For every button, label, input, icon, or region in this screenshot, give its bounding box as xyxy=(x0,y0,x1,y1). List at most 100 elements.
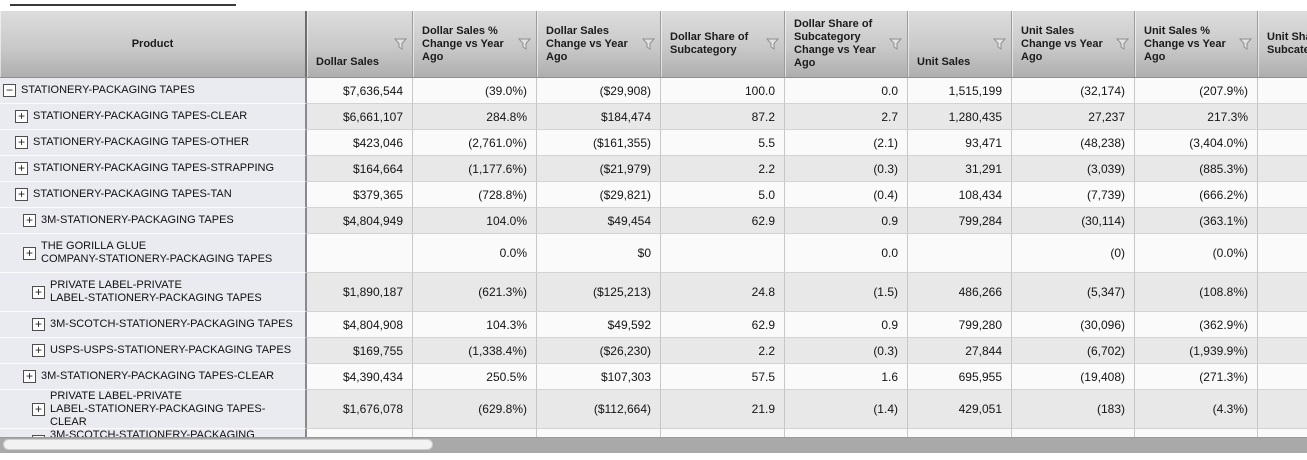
grid-cell-dollar-sales-pct-change: (39.0%) xyxy=(413,78,537,104)
grid-cell-dollar-share-change: (1.4) xyxy=(785,390,908,429)
grid-cell-dollar-sales: $423,046 xyxy=(307,130,413,156)
column-header-product[interactable]: Product xyxy=(0,11,307,77)
grid-cell-dollar-sales-pct-change: 250.6% xyxy=(413,429,537,438)
grid-cell-unit-sales: 27,844 xyxy=(908,338,1012,364)
column-header-dollar-sales[interactable]: Dollar Sales xyxy=(307,11,413,77)
grid-cell-unit-sales-pct-change: (666.2%) xyxy=(1135,182,1258,208)
grid-cell-unit-sales: 429,051 xyxy=(908,390,1012,429)
grid-cell-unit-share-of-subcategory xyxy=(1258,364,1307,390)
column-header-unit-share-of-subcategory[interactable]: Unit Share of Subcategory xyxy=(1258,11,1307,77)
filter-icon[interactable] xyxy=(1116,38,1129,50)
product-cell: + USPS-USPS-STATIONERY-PACKAGING TAPES xyxy=(0,338,307,364)
grid-cell-dollar-sales-change: $49,592 xyxy=(537,312,661,338)
horizontal-scrollbar-thumb[interactable] xyxy=(3,439,433,450)
grid-cell-dollar-sales-change: ($29,821) xyxy=(537,182,661,208)
grid-body: − STATIONERY-PACKAGING TAPES $7,636,544 (39… xyxy=(0,78,1307,438)
grid-cell-dollar-share-of-subcategory: 57.5 xyxy=(661,364,785,390)
column-header-dollar-sales-change[interactable]: Dollar Sales Change vs Year Ago xyxy=(537,11,661,77)
grid-cell-dollar-sales-pct-change: 284.8% xyxy=(413,104,537,130)
column-header-label: Product xyxy=(131,37,174,50)
collapse-toggle-icon[interactable]: − xyxy=(3,84,16,97)
table-row: +3M-SCOTCH-STATIONERY-PACKAGING TAPES-CL… xyxy=(0,429,1307,438)
grid-cell-dollar-share-of-subcategory: 87.2 xyxy=(661,104,785,130)
expand-toggle-icon[interactable]: + xyxy=(23,246,36,260)
grid-cell-dollar-sales-pct-change: (1,338.4%) xyxy=(413,338,537,364)
expand-toggle-icon[interactable]: + xyxy=(23,214,36,227)
grid-cell-dollar-sales-pct-change: 250.5% xyxy=(413,364,537,390)
grid-cell-unit-sales: 1,280,435 xyxy=(908,104,1012,130)
table-row: +3M-STATIONERY-PACKAGING TAPES-CLEAR $4,3… xyxy=(0,364,1307,390)
grid-cell-unit-sales-pct-change: (362.9%) xyxy=(1135,312,1258,338)
filter-icon[interactable] xyxy=(993,38,1006,50)
column-header-label: Unit Share of Subcategory xyxy=(1267,31,1307,56)
expand-toggle-icon[interactable]: + xyxy=(23,370,36,383)
expand-toggle-icon[interactable]: + xyxy=(15,136,28,149)
expand-toggle-icon[interactable]: + xyxy=(32,318,45,331)
grid-cell-unit-sales: 695,951 xyxy=(908,429,1012,438)
grid-cell-dollar-share-change: 0.0 xyxy=(785,234,908,273)
grid-cell-unit-sales-change: (30,114) xyxy=(1012,208,1135,234)
grid-cell-dollar-sales: $164,664 xyxy=(307,156,413,182)
grid-cell-unit-sales-change: (5,347) xyxy=(1012,273,1135,312)
grid-cell-unit-sales-change: (3,039) xyxy=(1012,156,1135,182)
grid-cell-unit-sales-change: (0) xyxy=(1012,234,1135,273)
expand-toggle-icon[interactable]: + xyxy=(32,402,45,416)
grid-cell-unit-sales-change: (19,408) xyxy=(1012,364,1135,390)
grid-cell-unit-sales-pct-change: (207.9%) xyxy=(1135,78,1258,104)
horizontal-scrollbar[interactable] xyxy=(0,437,1307,453)
product-cell: +3M-SCOTCH-STATIONERY-PACKAGING TAPES-CL… xyxy=(0,429,307,438)
grid-cell-dollar-sales-change: ($21,979) xyxy=(537,156,661,182)
grid-cell-dollar-sales: $4,804,949 xyxy=(307,208,413,234)
expand-toggle-icon[interactable]: + xyxy=(32,285,45,299)
column-header-dollar-share-change[interactable]: Dollar Share of Subcategory Change vs Ye… xyxy=(785,11,908,77)
product-label: PRIVATE LABEL-PRIVATE LABEL-STATIONERY-P… xyxy=(50,389,266,428)
column-header-label: Dollar Share of Subcategory Change vs Ye… xyxy=(794,18,876,69)
product-sales-grid: Product Dollar Sales Dollar Sales % Change… xyxy=(0,11,1307,438)
column-header-unit-sales-pct-change[interactable]: Unit Sales % Change vs Year Ago xyxy=(1135,11,1258,77)
table-row: + THE GORILLA GLUE COMPANY-STATIONERY-PAC… xyxy=(0,234,1307,273)
product-label: STATIONERY-PACKAGING TAPES-CLEAR xyxy=(33,110,248,122)
expand-toggle-icon[interactable]: + xyxy=(15,162,28,175)
expand-toggle-icon[interactable]: + xyxy=(32,435,45,438)
expand-toggle-icon[interactable]: + xyxy=(15,188,28,201)
grid-cell-unit-share-of-subcategory xyxy=(1258,208,1307,234)
expand-toggle-icon[interactable]: + xyxy=(15,110,28,123)
filter-icon[interactable] xyxy=(889,38,902,50)
product-cell: +3M-STATIONERY-PACKAGING TAPES xyxy=(0,208,307,234)
product-cell: + PRIVATE LABEL-PRIVATE LABEL-STATIONERY-… xyxy=(0,273,307,312)
table-row: +3M-STATIONERY-PACKAGING TAPES $4,804,949… xyxy=(0,208,1307,234)
product-label: STATIONERY-PACKAGING TAPES xyxy=(21,84,195,96)
product-cell: + PRIVATE LABEL-PRIVATE LABEL-STATIONERY-… xyxy=(0,390,307,429)
column-header-label: Dollar Sales % Change vs Year Ago xyxy=(422,24,504,63)
grid-cell-unit-share-of-subcategory xyxy=(1258,182,1307,208)
filter-icon[interactable] xyxy=(1239,38,1252,50)
filter-icon[interactable] xyxy=(394,38,407,50)
grid-cell-dollar-sales: $6,661,107 xyxy=(307,104,413,130)
product-label: 3M-STATIONERY-PACKAGING TAPES xyxy=(41,214,234,226)
column-header-dollar-sales-pct-change[interactable]: Dollar Sales % Change vs Year Ago xyxy=(413,11,537,77)
grid-cell-dollar-sales-pct-change: (728.8%) xyxy=(413,182,537,208)
grid-cell-dollar-share-of-subcategory: 2.2 xyxy=(661,156,785,182)
grid-cell-dollar-sales-change: $107,303 xyxy=(537,364,661,390)
grid-cell-dollar-share-of-subcategory: 5.0 xyxy=(661,182,785,208)
filter-icon[interactable] xyxy=(766,38,779,50)
column-header-unit-sales-change[interactable]: Unit Sales Change vs Year Ago xyxy=(1012,11,1135,77)
product-cell: +3M-STATIONERY-PACKAGING TAPES-CLEAR xyxy=(0,364,307,390)
grid-cell-dollar-share-of-subcategory: 24.8 xyxy=(661,273,785,312)
filter-icon[interactable] xyxy=(642,38,655,50)
product-label: USPS-USPS-STATIONERY-PACKAGING TAPES xyxy=(50,344,292,356)
table-row: + STATIONERY-PACKAGING TAPES-STRAPPING $16… xyxy=(0,156,1307,182)
grid-cell-unit-sales: 799,284 xyxy=(908,208,1012,234)
expand-toggle-icon[interactable]: + xyxy=(32,344,45,357)
column-header-unit-sales[interactable]: Unit Sales xyxy=(908,11,1012,77)
product-label: STATIONERY-PACKAGING TAPES-OTHER xyxy=(33,136,249,148)
grid-cell-unit-share-of-subcategory xyxy=(1258,338,1307,364)
grid-cell-dollar-sales-pct-change: (2,761.0%) xyxy=(413,130,537,156)
column-header-dollar-share-of-subcategory[interactable]: Dollar Share of Subcategory xyxy=(661,11,785,77)
grid-cell-dollar-share-change: 2.7 xyxy=(785,104,908,130)
filter-icon[interactable] xyxy=(518,38,531,50)
grid-cell-dollar-share-change: 0.0 xyxy=(785,78,908,104)
grid-cell-dollar-sales: $4,390,434 xyxy=(307,364,413,390)
grid-cell-dollar-share-of-subcategory: 62.9 xyxy=(661,312,785,338)
grid-cell-unit-sales: 486,266 xyxy=(908,273,1012,312)
